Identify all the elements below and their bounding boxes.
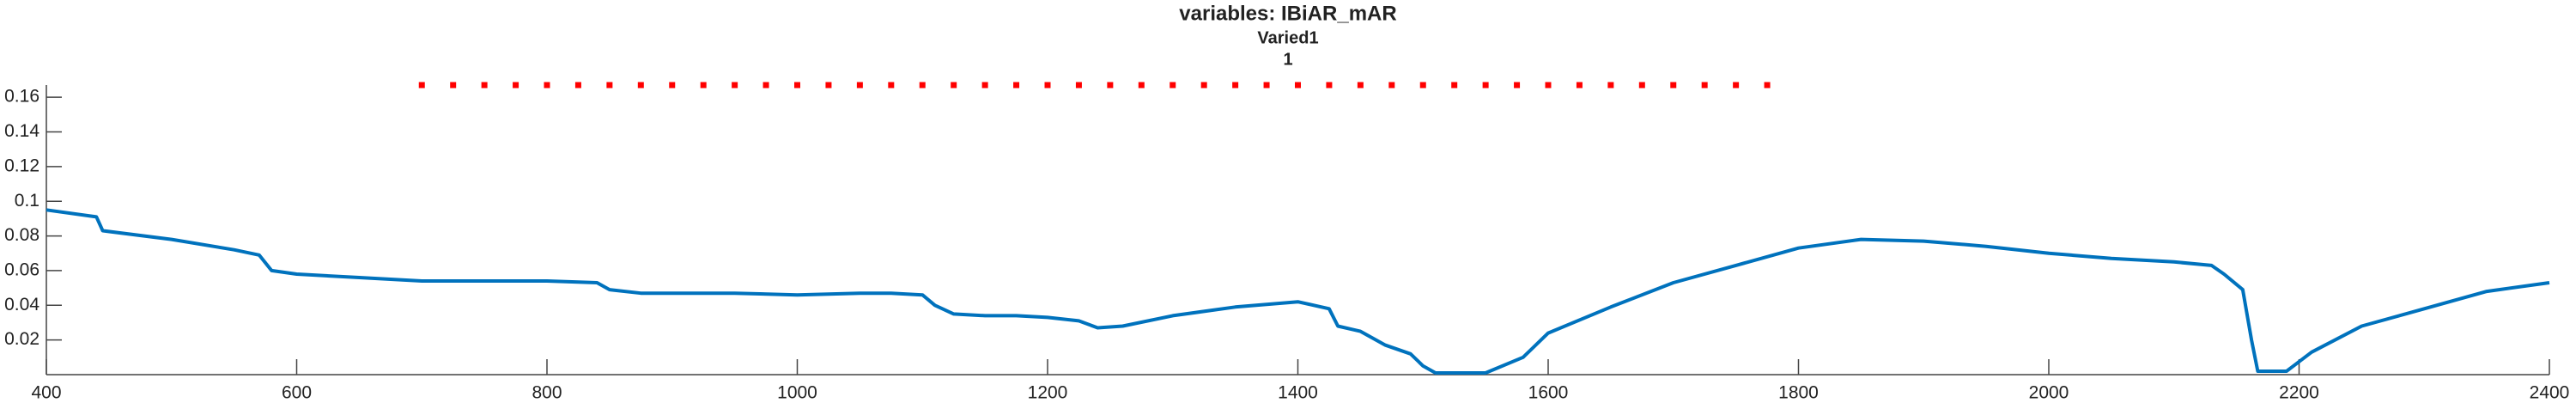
- x-tick-label: 2000: [2029, 383, 2069, 403]
- y-tick-label: 0.1: [15, 191, 39, 211]
- y-tick-label: 0.16: [4, 87, 39, 107]
- data-dot: [1419, 82, 1426, 89]
- data-dot: [919, 82, 926, 89]
- data-dot: [450, 82, 457, 89]
- data-dot: [418, 82, 425, 89]
- x-tick-label: 1600: [1528, 383, 1569, 403]
- data-dot: [1170, 82, 1176, 89]
- data-dot: [1764, 82, 1771, 89]
- y-tick-label: 0.08: [4, 225, 39, 245]
- data-dot: [1576, 82, 1583, 89]
- x-tick-label: 1400: [1278, 383, 1318, 403]
- chart-subtitle: 1: [1283, 50, 1292, 69]
- x-tick-label: 1800: [1778, 383, 1819, 403]
- x-tick-label: 800: [532, 383, 562, 403]
- data-dot: [669, 82, 676, 89]
- data-dot: [1357, 82, 1364, 89]
- data-dot: [1295, 82, 1301, 89]
- x-tick-label: 600: [282, 383, 312, 403]
- x-tick-label: 1200: [1028, 383, 1068, 403]
- chart-subtitle: Varied1: [1257, 28, 1318, 47]
- data-dot: [1138, 82, 1145, 89]
- data-dot: [1388, 82, 1395, 89]
- data-line: [46, 208, 2550, 375]
- y-tick-label: 0.02: [4, 329, 39, 349]
- data-dot: [700, 82, 707, 89]
- data-dot: [606, 82, 613, 89]
- data-dot: [1482, 82, 1489, 89]
- data-dot: [1545, 82, 1552, 89]
- data-dot: [1075, 82, 1082, 89]
- data-dot: [544, 82, 550, 89]
- y-tick-label: 0.14: [4, 121, 39, 141]
- data-dot: [794, 82, 800, 89]
- data-dot: [1263, 82, 1270, 89]
- data-dot: [1107, 82, 1114, 89]
- x-tick-label: 400: [31, 383, 61, 403]
- data-dot: [825, 82, 832, 89]
- data-dot: [1733, 82, 1740, 89]
- y-tick-label: 0.06: [4, 260, 39, 279]
- data-dot: [1013, 82, 1020, 89]
- data-dot: [1670, 82, 1677, 89]
- data-dot: [1607, 82, 1614, 89]
- x-tick-label: 2200: [2279, 383, 2319, 403]
- data-dot: [1200, 82, 1207, 89]
- data-dot: [481, 82, 488, 89]
- data-dot: [1514, 82, 1521, 89]
- data-dot: [574, 82, 581, 89]
- data-dot: [637, 82, 644, 89]
- data-dot: [732, 82, 738, 89]
- data-dot: [1701, 82, 1708, 89]
- data-dot: [888, 82, 895, 89]
- data-dot: [981, 82, 988, 89]
- chart-title: variables: IBiAR_mAR: [1179, 2, 1396, 25]
- data-dot: [1638, 82, 1645, 89]
- y-tick-label: 0.12: [4, 156, 39, 175]
- data-dot: [762, 82, 769, 89]
- y-tick-label: 0.04: [4, 295, 39, 314]
- x-tick-label: 1000: [777, 383, 817, 403]
- data-dot: [513, 82, 519, 89]
- data-dot: [1326, 82, 1333, 89]
- x-tick-label: 2400: [2530, 383, 2570, 403]
- data-dot: [856, 82, 863, 89]
- data-dot: [951, 82, 957, 89]
- data-dot: [1044, 82, 1051, 89]
- data-dot: [1451, 82, 1458, 89]
- data-dot: [1232, 82, 1239, 89]
